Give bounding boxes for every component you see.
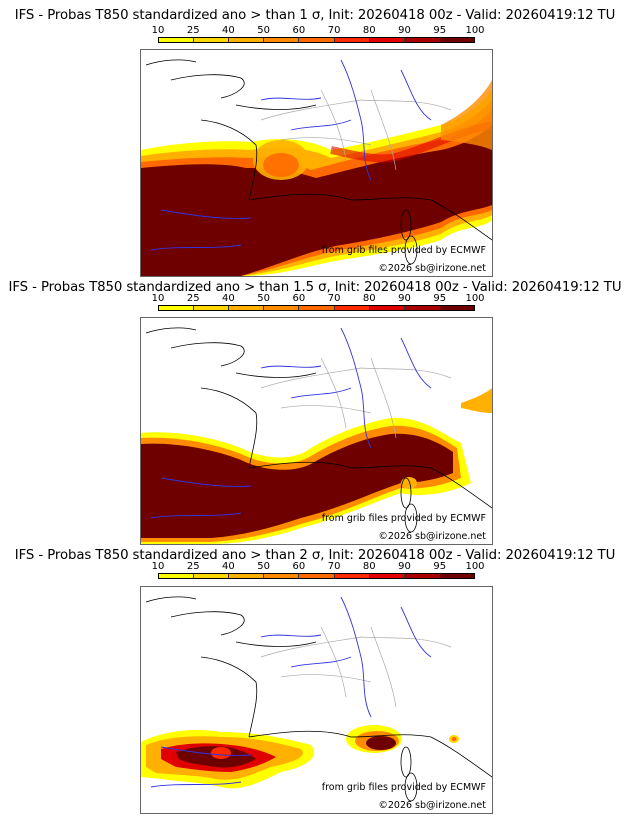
- colorbar-tick: 100: [465, 293, 485, 304]
- colorbar-segment: [334, 306, 370, 310]
- colorbar-tick: 60: [292, 25, 306, 36]
- colorbar-tick: 95: [433, 561, 447, 572]
- colorbar-segment: [299, 38, 335, 42]
- probability-map: from grib files provided by ECMWF ©2026 …: [140, 586, 493, 814]
- colorbar: [158, 37, 475, 43]
- colorbar-tick: 60: [292, 561, 306, 572]
- colorbar-tick: 90: [398, 561, 411, 572]
- colorbar-tick: 80: [362, 25, 376, 36]
- colorbar-tick: 10: [151, 561, 165, 572]
- panel-1: IFS - Probas T850 standardized ano > tha…: [0, 0, 630, 278]
- colorbar-segment: [194, 38, 230, 42]
- map-outlines: [145, 59, 492, 265]
- colorbar-segment: [299, 574, 335, 578]
- colorbar-segment: [229, 38, 265, 42]
- copyright-credit: ©2026 sb@irizone.net: [378, 800, 486, 811]
- colorbar-tick: 70: [327, 25, 341, 36]
- colorbar-tick: 40: [222, 561, 235, 572]
- colorbar-segment: [194, 574, 230, 578]
- colorbar-tick: 50: [257, 25, 271, 36]
- colorbar-segment: [159, 574, 195, 578]
- colorbar-tick: 25: [186, 561, 200, 572]
- colorbar-tick: 90: [398, 293, 411, 304]
- colorbar-tick: 95: [433, 293, 447, 304]
- colorbar-tick: 50: [257, 293, 271, 304]
- map-outlines: [145, 596, 492, 802]
- probability-map: from grib files provided by ECMWF ©2026 …: [140, 49, 493, 277]
- colorbar-ticks: 10 25 40 50 60 70 80 90 95 100: [152, 293, 485, 304]
- colorbar-segment: [229, 306, 265, 310]
- colorbar-segment: [229, 574, 265, 578]
- colorbar-segment: [159, 306, 195, 310]
- panel-title: IFS - Probas T850 standardized ano > tha…: [14, 548, 616, 563]
- colorbar-tick: 70: [327, 561, 341, 572]
- probability-field: [141, 388, 492, 544]
- colorbar-tick: 40: [222, 25, 235, 36]
- colorbar-segment: [369, 306, 405, 310]
- copyright-credit: ©2026 sb@irizone.net: [378, 531, 486, 542]
- probability-field: [141, 725, 459, 789]
- colorbar-tick: 70: [327, 293, 341, 304]
- colorbar-segment: [369, 574, 405, 578]
- colorbar-segment: [369, 38, 405, 42]
- colorbar-tick: 10: [151, 293, 165, 304]
- map-outlines: [145, 327, 492, 533]
- colorbar-tick: 80: [362, 561, 376, 572]
- colorbar-segment: [404, 38, 440, 42]
- colorbar-segment: [194, 306, 230, 310]
- source-credit: from grib files provided by ECMWF: [321, 245, 486, 256]
- panel-2: IFS - Probas T850 standardized ano > tha…: [8, 280, 622, 545]
- colorbar-segment: [439, 306, 474, 310]
- colorbar-tick: 25: [186, 25, 200, 36]
- colorbar: [158, 573, 475, 579]
- colorbar-segment: [264, 574, 300, 578]
- colorbar-segment: [299, 306, 335, 310]
- colorbar-tick: 80: [362, 293, 376, 304]
- map-canvas: [141, 596, 492, 802]
- colorbar-segment: [439, 38, 474, 42]
- colorbar-ticks: 10 25 40 50 60 70 80 90 95 100: [152, 561, 485, 572]
- source-credit: from grib files provided by ECMWF: [321, 513, 486, 524]
- map-canvas: [141, 59, 492, 276]
- probability-map: from grib files provided by ECMWF ©2026 …: [140, 317, 493, 545]
- colorbar-segment: [159, 38, 195, 42]
- panel-title: IFS - Probas T850 standardized ano > tha…: [8, 280, 622, 295]
- colorbar-segment: [334, 574, 370, 578]
- colorbar-tick: 40: [222, 293, 235, 304]
- probability-field: [141, 80, 492, 276]
- colorbar-segment: [264, 306, 300, 310]
- source-credit: from grib files provided by ECMWF: [321, 782, 486, 793]
- colorbar-segment: [334, 38, 370, 42]
- colorbar-tick: 50: [257, 561, 271, 572]
- colorbar-tick: 60: [292, 293, 306, 304]
- map-canvas: [141, 327, 492, 544]
- colorbar-segment: [404, 574, 440, 578]
- copyright-credit: ©2026 sb@irizone.net: [378, 263, 486, 274]
- colorbar-segment: [264, 38, 300, 42]
- colorbar-segment: [439, 574, 474, 578]
- panel-title: IFS - Probas T850 standardized ano > tha…: [14, 8, 616, 23]
- colorbar-tick: 100: [465, 25, 485, 36]
- colorbar-tick: 95: [433, 25, 447, 36]
- colorbar-tick: 100: [465, 561, 485, 572]
- colorbar-tick: 25: [186, 293, 200, 304]
- colorbar-ticks: 10 25 40 50 60 70 80 90 95 100: [152, 25, 485, 36]
- colorbar-tick: 90: [398, 25, 411, 36]
- colorbar: [158, 305, 475, 311]
- colorbar-segment: [404, 306, 440, 310]
- colorbar-tick: 10: [151, 25, 165, 36]
